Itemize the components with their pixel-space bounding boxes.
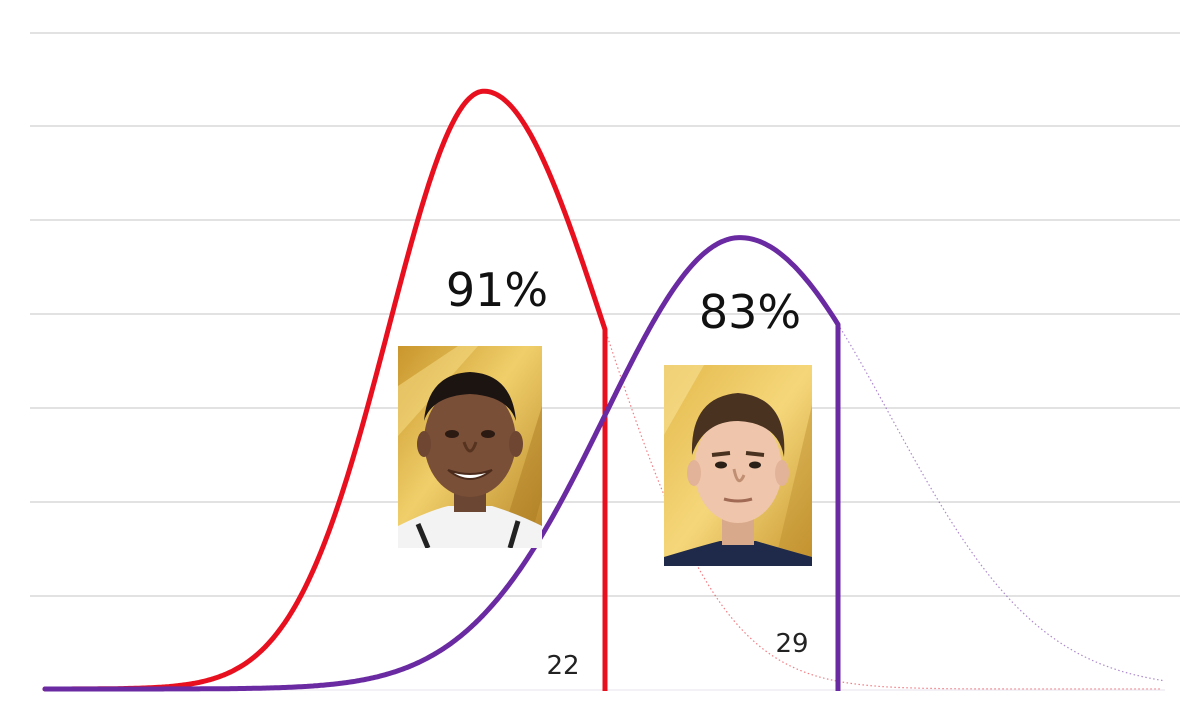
purple-cutoff-label: 29 [775,629,808,659]
red-cutoff-label: 22 [546,651,579,681]
player-photo-left [398,346,542,548]
player-photo-right [664,365,812,566]
purple-percent-label: 83% [699,285,801,339]
chart-labels: 91% 83% 22 29 [446,263,809,681]
purple-dotted-tail [837,324,1166,682]
red-dotted-tail [604,329,1160,690]
red-percent-label: 91% [446,263,548,317]
distribution-curves [42,88,841,692]
player-portrait-icon [664,365,812,566]
purple-curve [42,235,841,692]
player-portrait-icon [398,346,542,548]
